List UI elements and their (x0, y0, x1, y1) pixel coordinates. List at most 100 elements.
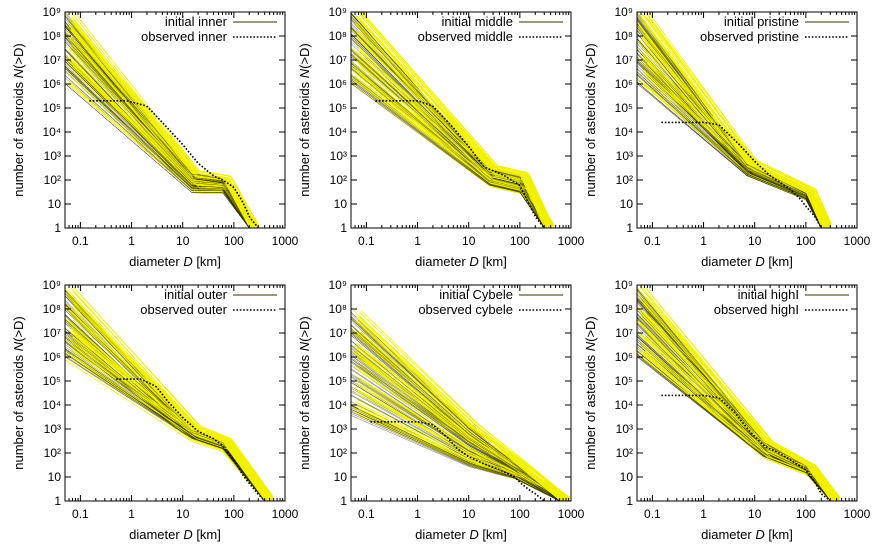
simulated-line (646, 16, 832, 226)
initial-line (65, 328, 265, 501)
x-axis-label: diameter D [km] (701, 254, 793, 269)
x-tick-label: 1000 (844, 507, 871, 521)
legend-initial-label: initial middle (441, 14, 513, 29)
simulated-line (646, 13, 832, 225)
simulation-lines (351, 12, 555, 228)
x-tick-label: 100 (510, 234, 530, 248)
simulated-line (71, 16, 257, 228)
simulated-line (355, 316, 566, 501)
simulated-line (642, 36, 828, 228)
y-tick-label: 10⁴ (42, 398, 61, 412)
y-tick-label: 10 (48, 470, 62, 484)
y-tick-label: 10⁵ (329, 101, 347, 115)
initial-line (637, 74, 822, 228)
x-axis-label: diameter D [km] (701, 527, 793, 542)
legend-initial-label: initial highI (738, 287, 799, 302)
y-tick-label: 10⁴ (614, 398, 633, 412)
y-tick-label: 10⁹ (43, 5, 62, 19)
initial-line (351, 43, 545, 228)
panel-outer: 1 10 10² 10³ 10⁴ 10⁵ 10⁶ 10⁷ 10⁸ 10⁹ 0.1 1 10 100 1000… (11, 278, 299, 542)
observed-line (661, 121, 822, 228)
simulated-line (67, 296, 268, 501)
panel-pristine: 1 10 10² 10³ 10⁴ 10⁵ 10⁶ 10⁷ 10⁸ 10⁹ 0.1 1 10 100 1000… (583, 5, 871, 269)
y-axis-label: number of asteroids N(>D) (583, 316, 598, 470)
x-tick-label: 0.1 (358, 507, 375, 521)
x-tick-label: 1 (128, 507, 135, 521)
x-tick-label: 0.1 (358, 234, 375, 248)
y-tick-label: 1 (340, 494, 347, 508)
x-tick-label: 1 (700, 507, 707, 521)
simulated-line (351, 62, 546, 228)
simulated-line (73, 287, 275, 498)
initial-line (351, 83, 545, 228)
x-tick-label: 1000 (272, 507, 299, 521)
legend-initial-label: initial outer (164, 287, 228, 302)
y-tick-label: 1 (340, 221, 347, 235)
plot-frame (350, 284, 572, 502)
simulation-lines (351, 309, 571, 501)
initial-line (65, 295, 265, 501)
simulated-line (67, 307, 268, 500)
simulated-line (360, 379, 570, 501)
y-axis-label: number of asteroids N(>D) (297, 316, 312, 470)
simulated-line (72, 306, 274, 498)
y-tick-label: 10⁸ (43, 302, 61, 316)
x-axis-label: diameter D [km] (129, 527, 221, 542)
y-tick-label: 10⁶ (615, 77, 633, 91)
initial-line (65, 16, 250, 228)
initial-line (65, 33, 250, 228)
initial-line (351, 407, 560, 501)
y-tick-label: 10⁴ (328, 398, 347, 412)
simulated-line (637, 287, 832, 501)
y-tick-label: 10⁵ (615, 374, 633, 388)
initial-line (637, 341, 831, 501)
x-tick-label: 1000 (558, 507, 585, 521)
initial-line (637, 17, 822, 228)
initial-line (65, 309, 265, 501)
y-tick-label: 10³ (330, 149, 347, 163)
panel-cybele: 1 10 10² 10³ 10⁴ 10⁵ 10⁶ 10⁷ 10⁸ 10⁹ 0.1 1 10 100 1000… (297, 278, 585, 542)
simulated-line (358, 48, 552, 227)
y-tick-label: 10⁵ (43, 101, 61, 115)
simulated-line (68, 37, 254, 225)
y-tick-label: 10⁷ (615, 53, 633, 67)
plot-frame (64, 11, 286, 229)
panel-high-i: 1 10 10² 10³ 10⁴ 10⁵ 10⁶ 10⁷ 10⁸ 10⁹ 0.1 1 10 100 1000… (583, 278, 871, 542)
simulated-line (65, 350, 266, 501)
y-tick-label: 10³ (616, 422, 633, 436)
initial-line (65, 48, 250, 228)
initial-line (637, 37, 822, 228)
simulated-line (645, 355, 840, 501)
simulated-line (70, 354, 271, 501)
legend-initial-label: initial pristine (724, 14, 799, 29)
simulated-line (641, 293, 836, 499)
y-tick-label: 10⁹ (43, 278, 62, 292)
y-tick-label: 10² (616, 446, 633, 460)
panel-middle: 1 10 10² 10³ 10⁴ 10⁵ 10⁶ 10⁷ 10⁸ 10⁹ 0.1 1 10 100 1000… (297, 5, 585, 269)
legend-initial-label: initial Cybele (439, 287, 513, 302)
y-tick-label: 10⁷ (329, 53, 347, 67)
simulated-line (69, 58, 255, 228)
simulated-line (65, 355, 266, 501)
y-tick-label: 1 (626, 221, 633, 235)
y-tick-label: 10 (620, 470, 634, 484)
simulated-line (73, 344, 274, 498)
initial-line (351, 62, 545, 228)
y-tick-label: 10⁸ (329, 302, 347, 316)
initial-line (637, 59, 822, 228)
y-tick-label: 10² (330, 446, 347, 460)
simulation-lines (637, 12, 832, 228)
legend-observed-label: observed pristine (700, 29, 799, 44)
legend-initial-label: initial inner (165, 14, 228, 29)
y-tick-label: 10⁸ (329, 29, 347, 43)
legend-observed-label: observed highI (714, 302, 799, 317)
y-tick-label: 10⁵ (43, 374, 61, 388)
y-tick-label: 10³ (44, 422, 61, 436)
simulated-line (641, 313, 835, 501)
simulated-line (354, 78, 549, 228)
observed-line (116, 378, 266, 501)
x-tick-label: 1000 (844, 234, 871, 248)
y-tick-label: 10² (44, 173, 61, 187)
